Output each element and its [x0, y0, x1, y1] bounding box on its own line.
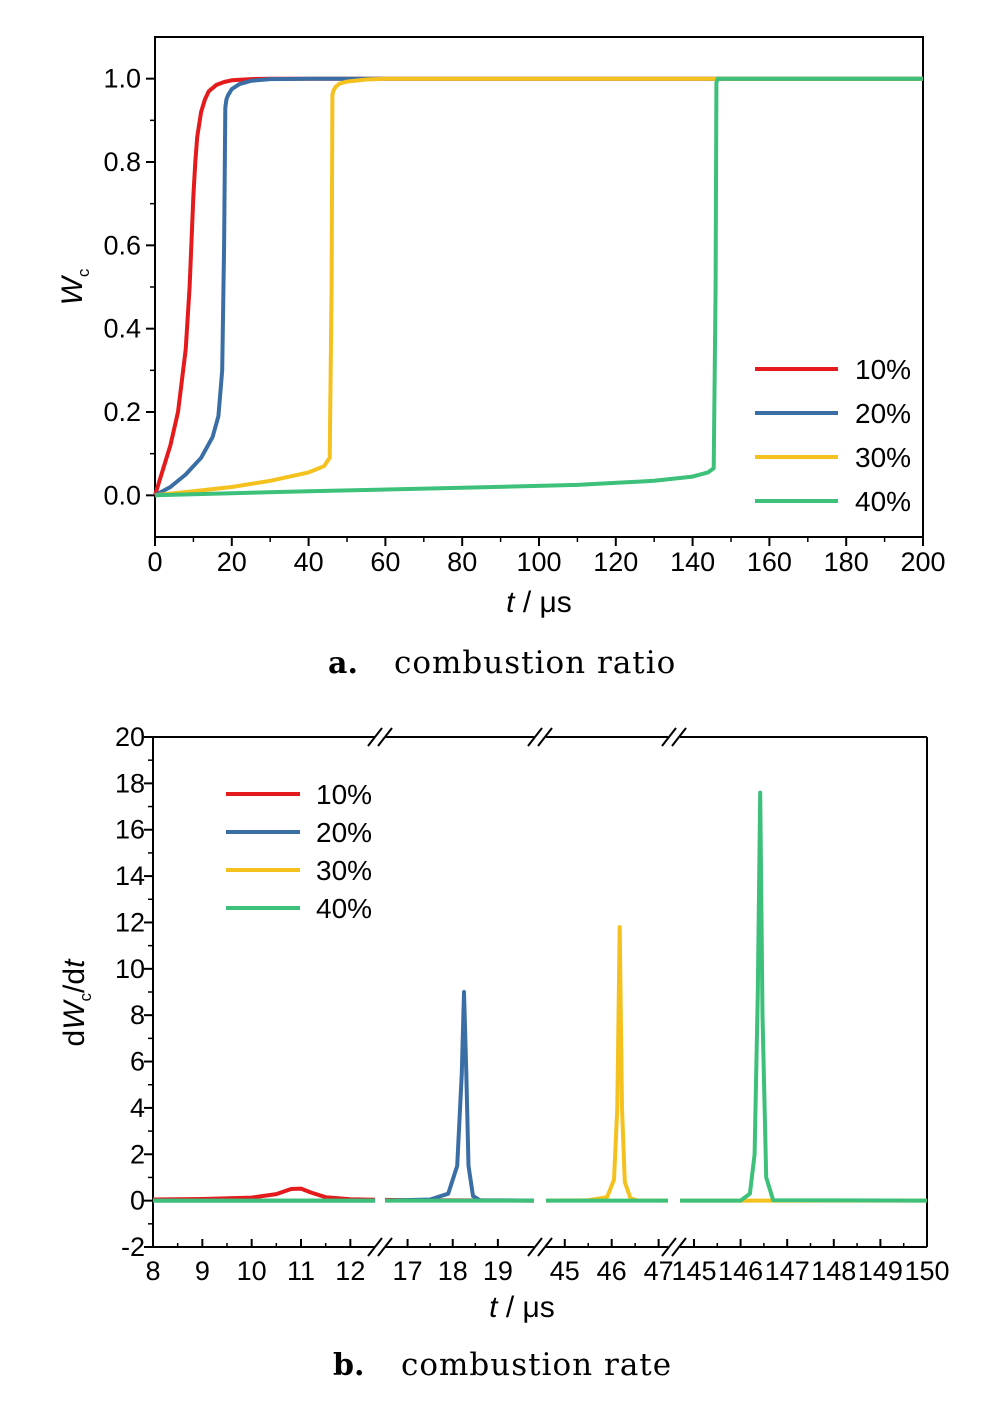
y-tick-label: 0.0: [103, 480, 141, 510]
legend-label: 30%: [316, 855, 372, 886]
axis-break-mark: [661, 1237, 677, 1257]
y-tick-label: 12: [115, 907, 145, 937]
x-axis-title: t / μs: [506, 586, 572, 619]
legend-label: 40%: [855, 486, 911, 517]
x-tick-label: 150: [904, 1256, 949, 1286]
series-line-30pct: [545, 925, 927, 1203]
y-tick-label: 6: [130, 1047, 145, 1077]
legend-label: 20%: [855, 398, 911, 429]
x-tick-label: 200: [900, 547, 945, 577]
y-tick-label: 20: [115, 722, 145, 752]
x-tick-label: 146: [718, 1256, 763, 1286]
x-tick-label: 149: [858, 1256, 903, 1286]
series-line-10pct: [153, 76, 923, 496]
x-tick-label: 60: [370, 547, 400, 577]
axis-break-mark: [537, 1237, 553, 1257]
x-tick-label: 120: [593, 547, 638, 577]
y-tick-label: 2: [130, 1139, 145, 1169]
axis-break-mark: [377, 727, 393, 747]
legend-label: 10%: [316, 779, 372, 810]
x-tick-label: 148: [811, 1256, 856, 1286]
axis-break-mark: [671, 727, 687, 747]
x-tick-label: 10: [237, 1256, 267, 1286]
axis-break-mark: [537, 727, 553, 747]
x-tick-label: 180: [824, 547, 869, 577]
x-tick-label: 9: [195, 1256, 210, 1286]
caption-letter-a: a.: [328, 646, 358, 681]
x-tick-label: 47: [644, 1256, 674, 1286]
y-tick-label: 16: [115, 815, 145, 845]
caption-text-b: combustion rate: [401, 1347, 672, 1383]
y-tick-label: 10: [115, 954, 145, 984]
y-tick-label: 4: [130, 1093, 145, 1123]
series-line-40pct: [153, 790, 928, 1203]
series-line-20pct: [154, 76, 923, 498]
series-line-20pct: [153, 990, 535, 1203]
y-axis-title: Wc: [56, 268, 93, 305]
y-tick-label: 0: [130, 1186, 145, 1216]
series-line-30pct: [154, 76, 923, 498]
x-tick-label: 140: [670, 547, 715, 577]
axis-break-mark: [661, 727, 677, 747]
legend-label: 20%: [316, 817, 372, 848]
x-tick-label: 20: [217, 547, 247, 577]
x-tick-label: 46: [597, 1256, 627, 1286]
x-tick-label: 145: [671, 1256, 716, 1286]
axis-break-mark: [527, 727, 543, 747]
x-tick-label: 147: [765, 1256, 810, 1286]
axis-break-mark: [527, 1237, 543, 1257]
x-axis-title: t / μs: [489, 1291, 555, 1324]
y-tick-label: 0.2: [103, 397, 141, 427]
legend-label: 40%: [316, 893, 372, 924]
chart-combustion-ratio: 0 20 40 60 80 100 120 140 160 180 200 0.0 0.2 0.4 0.6 0…: [56, 36, 946, 681]
x-tick-label: 18: [438, 1256, 468, 1286]
legend-label: 10%: [855, 354, 911, 385]
y-tick-label: 8: [130, 1000, 145, 1030]
y-tick-label: 1.0: [103, 64, 141, 94]
axis-break-mark: [367, 727, 383, 747]
legend-label: 30%: [855, 442, 911, 473]
x-tick-label: 160: [747, 547, 792, 577]
axis-break-mark: [377, 1237, 393, 1257]
axis-break-mark: [367, 1237, 383, 1257]
axis-break-mark: [671, 1237, 687, 1257]
x-tick-label: 12: [335, 1256, 365, 1286]
x-tick-label: 0: [147, 547, 162, 577]
x-tick-label: 40: [294, 547, 324, 577]
x-tick-label: 80: [447, 547, 477, 577]
caption-text-a: combustion ratio: [394, 645, 676, 681]
x-tick-label: 8: [145, 1256, 160, 1286]
y-tick-label: 0.6: [103, 230, 141, 260]
x-tick-label: 11: [287, 1256, 315, 1286]
y-tick-label: 0.8: [103, 147, 141, 177]
y-axis-title: dWc/dt: [58, 958, 95, 1047]
caption-letter-b: b.: [333, 1348, 364, 1383]
y-tick-label: 0.4: [103, 314, 141, 344]
plot-frame: [154, 36, 924, 538]
x-tick-label: 45: [550, 1256, 580, 1286]
x-tick-label: 100: [516, 547, 561, 577]
y-tick-label: 14: [115, 861, 145, 891]
y-tick-label: -2: [121, 1232, 145, 1262]
series-line-40pct: [154, 76, 923, 498]
x-tick-label: 19: [483, 1256, 513, 1286]
x-tick-label: 17: [393, 1256, 423, 1286]
y-tick-label: 18: [115, 768, 145, 798]
